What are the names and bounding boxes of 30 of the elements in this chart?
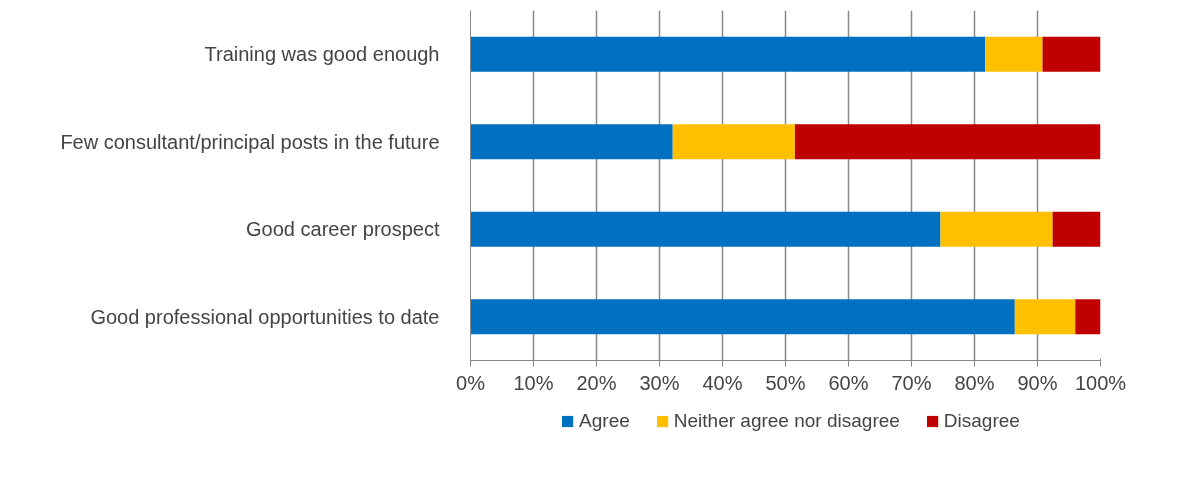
bar: [940, 211, 1053, 247]
legend-label: Disagree: [943, 410, 1020, 432]
bar: [470, 36, 986, 72]
y-tick-label: Good professional opportunities to date: [90, 305, 440, 328]
bar: [985, 36, 1043, 72]
x-tick-label: 40%: [702, 371, 743, 394]
legend-label: Neither agree nor disagree: [673, 410, 900, 432]
bar: [1042, 36, 1101, 72]
bar: [1014, 299, 1076, 335]
x-tick-label: 60%: [828, 371, 869, 394]
x-tick-label: 50%: [765, 371, 806, 394]
x-tick-label: 30%: [639, 371, 680, 394]
bar: [794, 124, 1101, 160]
y-tick-label: Good career prospect: [246, 218, 440, 241]
bar: [1052, 211, 1101, 247]
legend-label: Agree: [579, 410, 630, 432]
x-tick-label: 0%: [456, 371, 486, 394]
bar: [672, 124, 795, 160]
x-tick-label: 90%: [1017, 371, 1058, 394]
x-tick-label: 80%: [954, 371, 995, 394]
y-tick-label: Few consultant/principal posts in the future: [60, 130, 440, 153]
y-tick-label: Training was good enough: [204, 43, 440, 66]
bar: [470, 211, 941, 247]
x-tick-label: 10%: [513, 371, 554, 394]
bar: [470, 124, 673, 160]
x-tick-label: 20%: [576, 371, 617, 394]
bar: [470, 299, 1015, 335]
x-tick-label: 70%: [891, 371, 932, 394]
x-tick-label: 100%: [1074, 371, 1127, 394]
bar: [1075, 299, 1101, 335]
